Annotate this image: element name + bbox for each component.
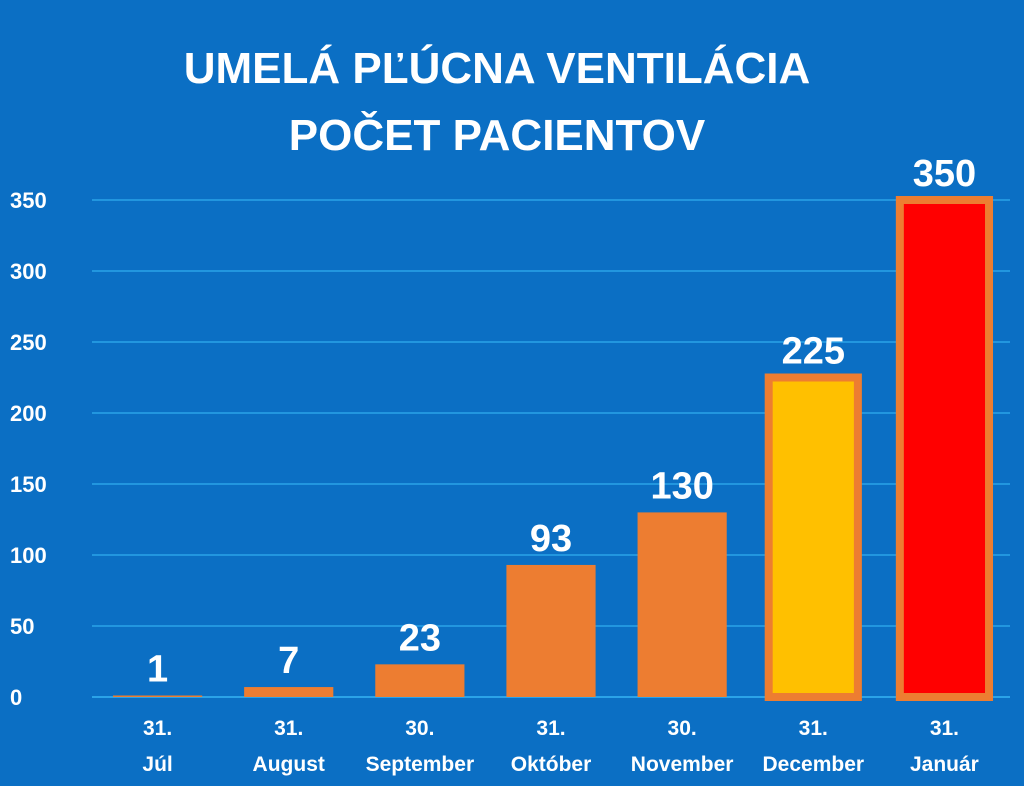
- bar: [506, 564, 596, 697]
- x-category-month: December: [763, 753, 865, 776]
- bar: [637, 512, 727, 697]
- bar: [895, 196, 994, 701]
- data-label: 225: [782, 331, 845, 373]
- y-axis-ticks: 0 50 100 150 200 250 300 350: [10, 188, 47, 710]
- bar: [375, 664, 465, 697]
- data-label: 23: [399, 617, 441, 659]
- y-tick-label: 250: [10, 330, 47, 355]
- data-label: 7: [278, 640, 299, 682]
- x-category-month: November: [631, 753, 734, 776]
- y-tick-label: 100: [10, 543, 47, 568]
- bar: [244, 687, 334, 697]
- x-category-day: 30.: [405, 717, 434, 740]
- data-label: 1: [147, 649, 168, 691]
- x-category-day: 31.: [274, 717, 303, 740]
- chart-title-line-1: UMELÁ PĽÚCNA VENTILÁCIA: [184, 43, 811, 93]
- y-tick-label: 50: [10, 614, 34, 639]
- y-tick-label: 0: [10, 685, 22, 710]
- y-tick-label: 350: [10, 188, 47, 213]
- x-category-month: Január: [910, 753, 979, 776]
- bars: [112, 196, 994, 701]
- data-label: 93: [530, 518, 572, 560]
- x-category-day: 31.: [799, 717, 828, 740]
- x-category-day: 31.: [536, 717, 565, 740]
- x-category-month: September: [366, 753, 475, 776]
- data-labels: 1 7 23 93 130 225 350: [147, 153, 976, 691]
- x-category-day: 30.: [668, 717, 697, 740]
- y-tick-label: 300: [10, 259, 47, 284]
- x-category-day: 31.: [930, 717, 959, 740]
- data-label: 350: [913, 153, 976, 195]
- bar: [112, 695, 203, 697]
- y-tick-label: 150: [10, 472, 47, 497]
- x-category-month: Júl: [142, 753, 172, 776]
- x-category-day: 31.: [143, 717, 172, 740]
- data-label: 130: [650, 465, 713, 507]
- x-category-month: Október: [511, 753, 592, 776]
- bar: [764, 373, 862, 701]
- chart-title-line-2: POČET PACIENTOV: [289, 109, 706, 160]
- x-category-month: August: [253, 753, 325, 776]
- x-axis-categories: 31. Júl 31. August 30. September 31. Október 30.…: [142, 717, 978, 776]
- y-tick-label: 200: [10, 401, 47, 426]
